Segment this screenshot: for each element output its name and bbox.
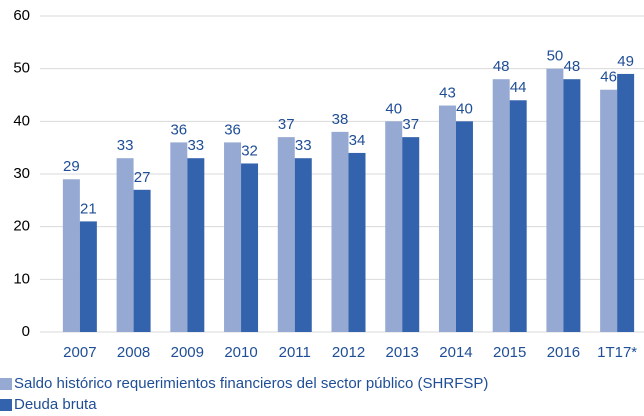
x-tick-label: 2016	[547, 344, 580, 361]
bar	[385, 121, 403, 332]
x-tick-label: 2007	[63, 344, 96, 361]
bar	[331, 131, 349, 332]
bar	[116, 158, 134, 332]
x-tick-label: 2010	[224, 344, 257, 361]
y-tick-label: 50	[13, 60, 30, 77]
value-label: 40	[456, 100, 473, 117]
bar	[563, 79, 581, 332]
x-tick-label: 2008	[117, 344, 150, 361]
value-label: 33	[117, 137, 134, 154]
value-label: 33	[295, 137, 312, 154]
bar	[241, 163, 259, 332]
x-tick-label: 2015	[493, 344, 526, 361]
bar	[79, 221, 97, 332]
x-tick-label: 2014	[439, 344, 472, 361]
value-label: 29	[63, 158, 80, 175]
value-label: 21	[80, 200, 97, 217]
bar	[509, 100, 527, 333]
legend-swatch	[0, 399, 12, 411]
y-tick-label: 20	[13, 218, 30, 235]
legend-swatch	[0, 378, 12, 390]
bar	[546, 68, 564, 333]
value-label: 48	[493, 58, 510, 75]
bar	[133, 189, 151, 332]
y-tick-label: 0	[22, 323, 30, 340]
bar	[455, 121, 473, 332]
bar	[600, 89, 618, 332]
y-tick-label: 40	[13, 112, 30, 129]
bar	[617, 73, 635, 332]
value-label: 32	[241, 142, 258, 159]
bar	[492, 79, 510, 332]
value-label: 37	[402, 116, 419, 133]
legend-label: Saldo histórico requerimientos financier…	[14, 375, 488, 392]
y-tick-label: 60	[13, 7, 30, 24]
value-label: 38	[332, 111, 349, 128]
y-tick-label: 10	[13, 270, 30, 287]
value-label: 27	[134, 169, 151, 186]
bar	[170, 142, 188, 332]
value-label: 36	[170, 121, 187, 138]
value-label: 50	[547, 48, 564, 65]
value-label: 36	[224, 121, 241, 138]
value-label: 49	[617, 53, 634, 70]
y-tick-label: 30	[13, 165, 30, 182]
value-label: 33	[187, 137, 204, 154]
legend-label: Deuda bruta	[14, 396, 97, 413]
bar	[277, 137, 295, 332]
value-label: 44	[510, 79, 527, 96]
x-tick-label: 2011	[279, 344, 311, 361]
bar	[294, 158, 312, 332]
bar	[62, 179, 80, 332]
x-tick-label: 2012	[332, 344, 365, 361]
x-tick-label: 2013	[386, 344, 419, 361]
bar	[224, 142, 242, 332]
bar	[438, 105, 456, 333]
value-label: 40	[385, 100, 402, 117]
x-tick-label: 2009	[171, 344, 204, 361]
bar	[187, 158, 205, 332]
x-tick-label: 1T17*	[597, 344, 637, 361]
bar	[402, 137, 420, 332]
bar	[348, 152, 366, 332]
value-label: 37	[278, 116, 295, 133]
value-label: 46	[600, 69, 617, 86]
value-label: 34	[349, 132, 366, 149]
value-label: 48	[564, 58, 581, 75]
value-label: 43	[439, 85, 456, 102]
